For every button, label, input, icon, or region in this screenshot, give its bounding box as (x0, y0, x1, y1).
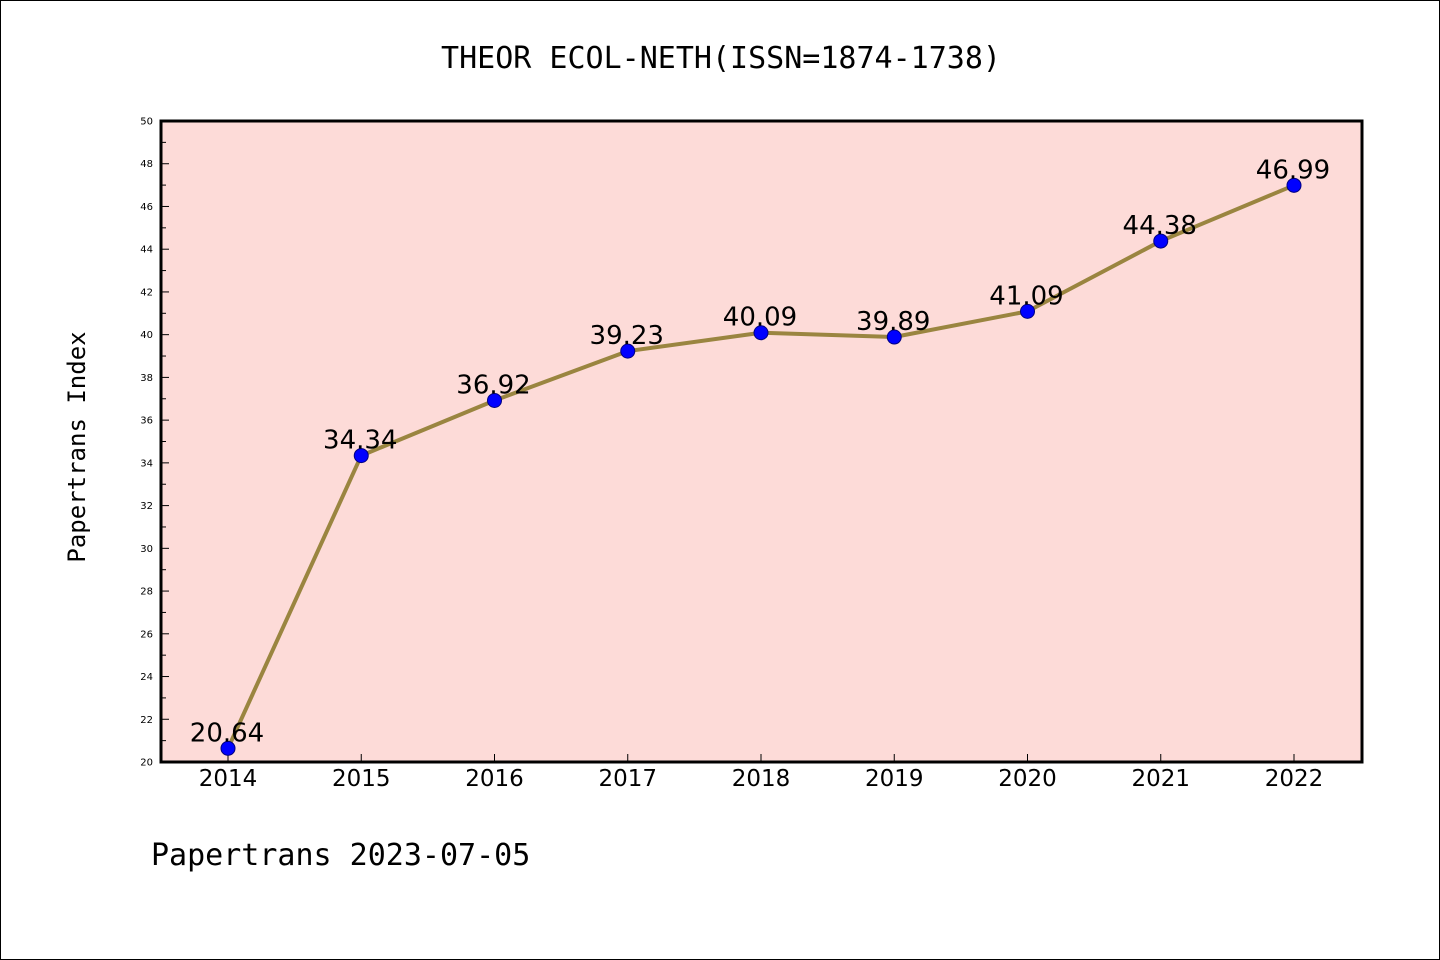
x-tick-label: 2018 (732, 766, 791, 792)
x-tick-label: 2019 (865, 766, 924, 792)
data-point-marker (1286, 177, 1302, 193)
data-point-marker (620, 343, 636, 359)
y-tick-label: 42 (140, 287, 153, 298)
data-label: 20.64 (190, 718, 264, 748)
footer-text: Papertrans 2023-07-05 (151, 838, 530, 873)
y-tick-label: 26 (140, 629, 153, 640)
y-tick-label: 32 (140, 501, 153, 512)
y-tick-label: 40 (140, 330, 153, 341)
x-tick-label: 2020 (998, 766, 1057, 792)
y-tick-label: 34 (140, 458, 153, 469)
y-tick-label: 20 (140, 758, 153, 769)
plot-area (159, 119, 1364, 764)
y-tick-label: 28 (140, 587, 153, 598)
y-tick-label: 36 (140, 416, 153, 427)
x-tick-label: 2016 (465, 766, 524, 792)
data-point-marker (487, 392, 502, 408)
y-axis-title: Papertrans Index (63, 331, 91, 562)
x-tick-label: 2014 (199, 766, 258, 792)
x-tick-label: 2015 (332, 766, 391, 792)
y-tick-label: 50 (140, 117, 153, 128)
series-markers (220, 177, 1302, 756)
y-tick-label: 46 (140, 202, 153, 213)
x-tick-label: 2017 (598, 766, 657, 792)
data-label: 46.99 (1256, 155, 1330, 185)
data-label: 34.34 (323, 426, 397, 456)
data-point-marker (353, 448, 369, 464)
x-axis-ticks: 2014 2015 2016 2017 2018 2019 2020 2021 2022 (199, 754, 1324, 792)
data-point-marker (753, 325, 769, 341)
data-label: 39.23 (590, 321, 664, 351)
y-tick-label: 38 (140, 373, 153, 384)
data-point-marker (1020, 303, 1035, 319)
y-tick-label: 22 (140, 715, 153, 726)
data-point-marker (886, 329, 902, 345)
data-label: 44.38 (1123, 211, 1197, 241)
data-point-marker (1153, 233, 1169, 249)
x-tick-label: 2022 (1265, 766, 1324, 792)
x-tick-label: 2021 (1131, 766, 1190, 792)
data-labels: 20.64 34.34 36.92 39.23 40.09 39.89 41.09 44.38… (190, 155, 1330, 748)
chart-title: THEOR ECOL-NETH(ISSN=1874-1738) (441, 41, 1001, 76)
data-label: 39.89 (856, 307, 930, 337)
data-label: 36.92 (456, 370, 530, 400)
y-tick-label: 44 (140, 245, 153, 256)
y-tick-label: 24 (140, 672, 153, 683)
data-point-marker (220, 740, 236, 756)
y-tick-label: 48 (140, 159, 153, 170)
data-label: 40.09 (723, 303, 797, 333)
y-axis-ticks: 20 22 24 26 28 30 32 34 36 38 40 42 44 46 48 50 (140, 117, 169, 769)
data-label: 41.09 (989, 281, 1063, 311)
y-tick-label: 30 (140, 544, 153, 555)
